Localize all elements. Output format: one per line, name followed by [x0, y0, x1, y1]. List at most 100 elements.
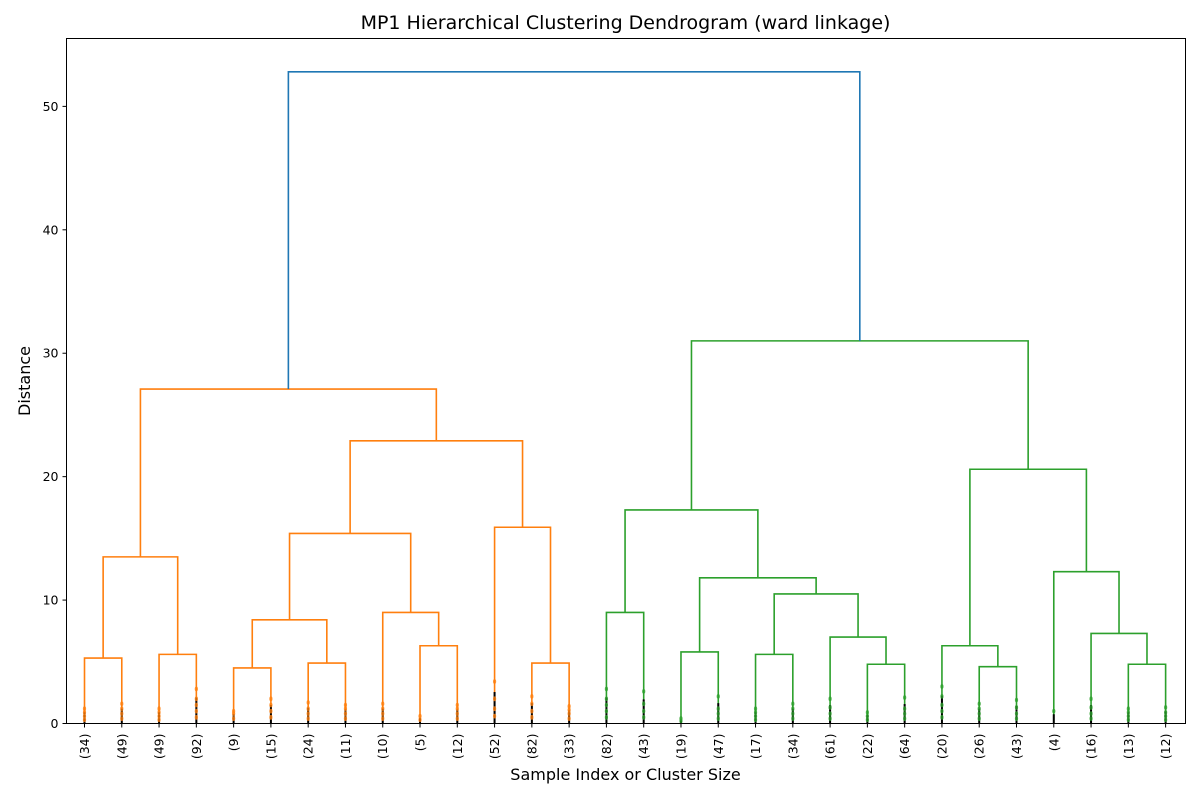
leaf-label-24: (26) — [972, 734, 987, 760]
leaf-mark-11-2 — [492, 696, 497, 702]
leaf-label-23: (20) — [934, 734, 949, 760]
leaf-mark-7-1 — [343, 711, 348, 717]
leaf-mark-20-0 — [828, 716, 832, 721]
leaf-label-3: (92) — [189, 734, 204, 760]
y-axis-label: Distance — [15, 346, 34, 416]
y-tick-label-30: 30 — [43, 346, 59, 361]
leaf-mark-15-0 — [642, 714, 646, 720]
leaf-mark-25-2 — [1014, 705, 1019, 710]
leaf-mark-20-2 — [828, 705, 832, 710]
leaf-mark-17-1 — [716, 711, 720, 717]
link-22 — [941, 644, 999, 724]
leaf-mark-0-2 — [82, 709, 87, 715]
leaf-mark-28-1 — [1126, 713, 1130, 719]
leaf-mark-27-3 — [1089, 696, 1093, 702]
link-14 — [680, 651, 720, 724]
leaf-mark-1-0 — [120, 716, 124, 721]
y-tick-label-40: 40 — [43, 222, 59, 237]
leaf-mark-27-0 — [1089, 716, 1093, 721]
leaf-mark-10-0 — [455, 716, 459, 721]
leaf-mark-12-3 — [530, 693, 534, 699]
y-tick-label-10: 10 — [43, 593, 59, 608]
leaf-mark-17-0 — [716, 716, 720, 721]
leaf-mark-24-0 — [977, 716, 981, 721]
link-5 — [251, 619, 328, 668]
leaf-mark-22-0 — [903, 716, 907, 721]
leaf-mark-23-1 — [940, 708, 944, 714]
leaf-label-18: (17) — [748, 734, 763, 760]
link-26 — [969, 468, 1088, 646]
leaf-mark-0-0 — [82, 717, 87, 723]
leaf-label-15: (43) — [636, 734, 651, 760]
leaf-mark-17-3 — [716, 693, 720, 699]
leaf-mark-11-3 — [492, 679, 497, 684]
link-4 — [307, 662, 347, 724]
leaf-label-25: (43) — [1009, 734, 1024, 760]
leaf-marks — [82, 679, 1168, 724]
leaf-label-0: (34) — [77, 734, 92, 760]
leaf-mark-6-1 — [306, 711, 310, 717]
leaf-mark-6-0 — [306, 716, 310, 721]
link-0 — [83, 657, 123, 724]
link-11 — [349, 440, 524, 534]
leaf-mark-1-3 — [120, 701, 124, 707]
leaf-label-26: (4) — [1046, 734, 1061, 752]
leaf-mark-27-2 — [1089, 705, 1093, 710]
link-21 — [978, 665, 1018, 724]
plot-frame — [66, 38, 1186, 724]
leaf-mark-18-3 — [753, 706, 758, 712]
leaf-mark-5-2 — [269, 702, 273, 708]
leaf-mark-14-3 — [604, 696, 609, 702]
leaf-mark-3-4 — [194, 686, 198, 692]
leaf-mark-0-3 — [82, 706, 87, 712]
link-13 — [605, 611, 645, 724]
link-2 — [102, 556, 179, 659]
leaf-mark-23-2 — [940, 702, 944, 708]
leaf-mark-18-2 — [753, 709, 758, 715]
leaf-mark-9-0 — [418, 717, 422, 723]
leaf-mark-1-1 — [120, 711, 124, 717]
link-9 — [531, 662, 570, 724]
link-15 — [754, 653, 794, 724]
leaf-mark-25-0 — [1014, 716, 1019, 721]
leaf-mark-4-0 — [232, 716, 236, 721]
leaf-mark-14-4 — [604, 686, 609, 692]
leaf-mark-5-1 — [269, 708, 273, 714]
leaf-mark-8-1 — [381, 711, 385, 717]
link-16 — [866, 663, 906, 724]
leaf-mark-25-3 — [1014, 697, 1019, 703]
link-17 — [829, 636, 887, 724]
leaf-mark-29-2 — [1164, 709, 1168, 715]
leaf-mark-7-3 — [343, 702, 348, 708]
leaf-mark-19-2 — [791, 706, 795, 712]
leaf-mark-3-2 — [194, 702, 198, 708]
leaf-mark-28-0 — [1126, 717, 1130, 723]
leaf-mark-6-2 — [306, 706, 310, 712]
leaf-label-12: (82) — [524, 734, 539, 760]
leaf-mark-12-1 — [530, 708, 534, 714]
leaf-label-14: (82) — [599, 734, 614, 760]
leaf-label-17: (47) — [711, 734, 726, 760]
y-tick-label-0: 0 — [51, 716, 59, 731]
leaf-label-22: (64) — [897, 734, 912, 760]
leaf-mark-13-1 — [567, 711, 571, 717]
leaf-mark-11-0 — [492, 713, 497, 719]
leaf-mark-5-3 — [269, 696, 273, 702]
leaf-mark-10-3 — [455, 702, 459, 708]
leaf-label-8: (10) — [375, 734, 390, 760]
leaf-label-1: (49) — [114, 734, 129, 760]
leaf-label-27: (16) — [1084, 734, 1099, 760]
link-23 — [1127, 663, 1167, 724]
leaf-mark-29-0 — [1164, 717, 1168, 723]
leaf-mark-22-3 — [903, 695, 907, 700]
leaf-mark-10-1 — [455, 711, 459, 717]
leaf-mark-28-2 — [1126, 709, 1130, 715]
link-28 — [287, 71, 861, 390]
leaf-mark-12-2 — [530, 701, 534, 707]
link-18 — [773, 593, 859, 655]
link-27 — [690, 340, 1029, 510]
leaf-label-29: (12) — [1158, 734, 1173, 760]
leaf-mark-24-1 — [977, 711, 981, 717]
leaf-mark-7-2 — [343, 706, 348, 712]
